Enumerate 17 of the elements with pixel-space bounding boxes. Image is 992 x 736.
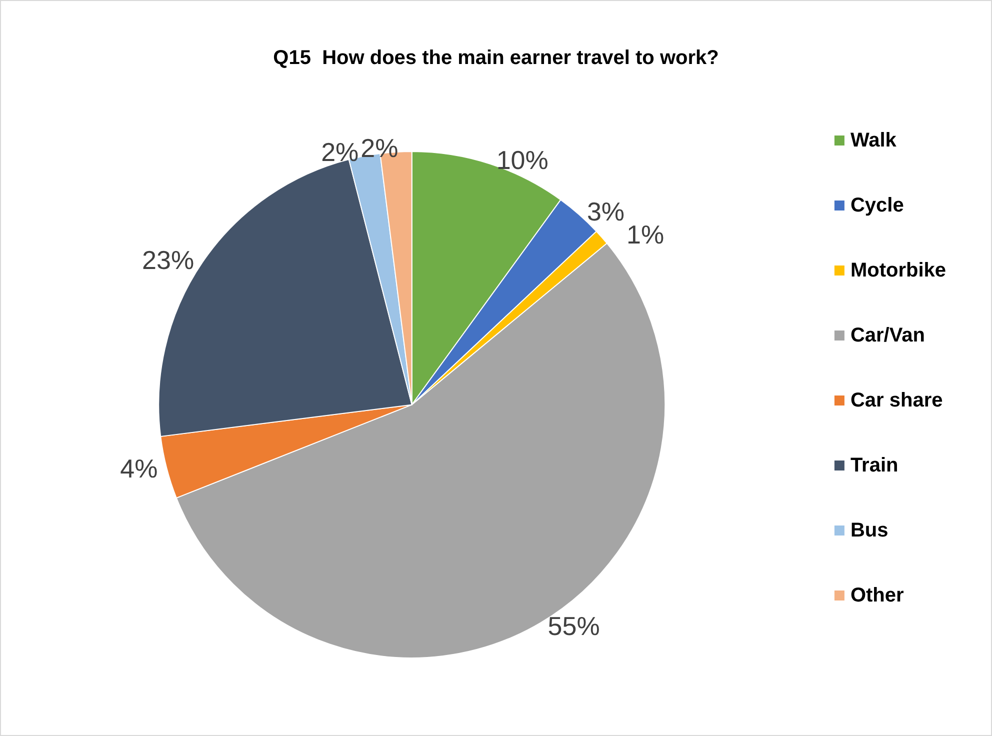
chart-title: Q15 How does the main earner travel to work? <box>273 47 719 69</box>
data-label: 2% <box>360 132 398 163</box>
data-label: 4% <box>120 454 158 484</box>
data-label: 23% <box>142 245 194 276</box>
data-label: 10% <box>496 145 548 176</box>
data-label: 55% <box>548 611 600 642</box>
data-label: 1% <box>626 220 664 250</box>
legend-label: Other <box>850 584 904 606</box>
legend-label: Motorbike <box>850 260 946 282</box>
legend-label: Car/Van <box>850 324 925 346</box>
legend-label: Bus <box>850 520 888 542</box>
data-label: 3% <box>586 196 625 227</box>
data-label: 2% <box>321 137 359 168</box>
legend-label: Walk <box>850 130 898 152</box>
legend-label: Car share <box>850 390 943 412</box>
legend-label: Train <box>850 454 898 476</box>
legend-label: Cycle <box>850 194 904 216</box>
